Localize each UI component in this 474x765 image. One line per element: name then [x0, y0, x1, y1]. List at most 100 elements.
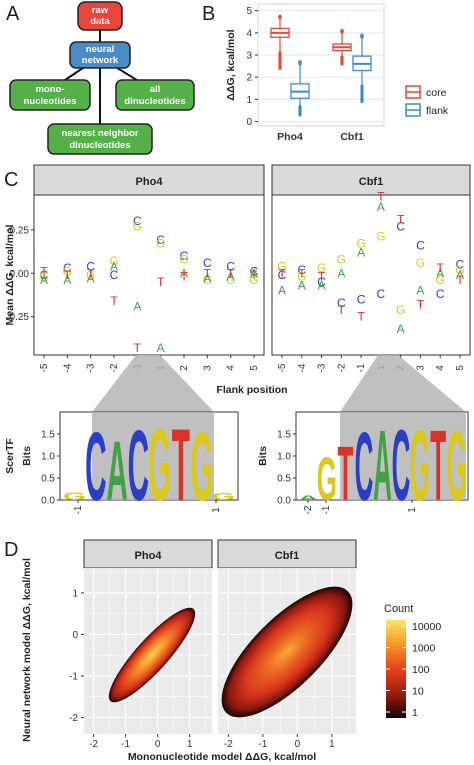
- base-point-A: A: [203, 271, 211, 285]
- logo-y-tick-label: 1.5: [41, 430, 55, 441]
- count-legend-title: Count: [384, 603, 413, 615]
- facet-strip-pho4: [33, 164, 265, 196]
- base-point-A: A: [397, 322, 405, 336]
- scatter-x-tick-label: -2: [109, 363, 120, 372]
- base-point-A: A: [180, 266, 188, 280]
- base-point-C: C: [416, 238, 425, 252]
- base-point-T: T: [227, 266, 235, 280]
- node-nearest-neighbor-label-2: dinucleotides: [69, 140, 130, 151]
- logo-letter-C: C: [392, 408, 411, 522]
- facet-strip-d-pho4-label: Pho4: [135, 550, 163, 562]
- base-point-T: T: [298, 266, 306, 280]
- base-point-C: C: [180, 249, 189, 263]
- heatmap-density-cbf1: [221, 586, 353, 718]
- base-point-T: T: [157, 275, 165, 289]
- base-point-G: G: [203, 273, 212, 287]
- scatter-x-tick-label: -2: [336, 363, 347, 372]
- heatmap-x-tick-label: 1: [329, 739, 335, 750]
- zoom-wedge-pho4: [92, 355, 214, 412]
- base-point-G: G: [179, 252, 188, 266]
- boxplot-y-tick-label: 4: [246, 28, 252, 39]
- scatter-x-tick-label: 2: [179, 365, 190, 371]
- logo-letter-G: G: [447, 411, 467, 522]
- boxplot-y-axis-label: ΔΔG, kcal/mol: [225, 29, 237, 100]
- heatmap-y-axis-label: Neural network model ΔΔG, kcal/mol: [21, 558, 33, 742]
- box-outlier: [298, 104, 302, 109]
- count-legend-label: 10000: [412, 621, 441, 633]
- scatter-y-tick-label: 0.25: [10, 312, 30, 323]
- count-legend-colorbar: [386, 620, 406, 718]
- base-point-C: C: [377, 287, 386, 301]
- heatmap-density-pho4: [108, 607, 196, 703]
- heatmap-x-tick-label: 0: [155, 739, 161, 750]
- base-point-G: G: [416, 256, 425, 270]
- scatter-y-tick-label: 0.00: [10, 269, 30, 280]
- scatter-x-tick-label: -4: [297, 363, 308, 372]
- box-outlier: [278, 51, 282, 55]
- base-point-C: C: [357, 292, 366, 306]
- base-point-G: G: [356, 237, 365, 251]
- base-point-C: C: [278, 268, 287, 282]
- box-outlier: [278, 14, 282, 18]
- scatter-x-tick-label: -4: [62, 363, 73, 372]
- base-point-G: G: [39, 270, 48, 284]
- logo-y-tick-label: 1.5: [277, 430, 291, 441]
- base-point-T: T: [40, 265, 48, 279]
- scatter-frame-cbf1: [271, 194, 471, 356]
- base-point-C: C: [203, 256, 212, 270]
- node-mononucleotides-label-2: nucleotides: [24, 96, 77, 107]
- base-point-A: A: [157, 341, 165, 355]
- count-legend-label: 1000: [412, 643, 436, 655]
- logo-letter-T: T: [172, 408, 190, 522]
- logo-letter-T: T: [337, 432, 353, 518]
- scatter-x-axis-label: Flank position: [216, 384, 287, 396]
- zoom-wedge-cbf1: [340, 355, 466, 412]
- panel-label-c: C: [4, 169, 18, 191]
- node-neural-network-label-2: network: [82, 55, 119, 66]
- base-point-C: C: [436, 287, 445, 301]
- scatter-x-tick-label: -5: [39, 363, 50, 372]
- heatmap-ticks: -2 -1 0 1 -2 -1 0 1 1 0 -1 -2: [69, 588, 335, 750]
- base-point-C: C: [456, 258, 465, 272]
- boxplot-x-tick-cbf1: Cbf1: [340, 131, 363, 143]
- node-all-dinucleotides-label-2: dinucleotides: [124, 96, 185, 107]
- heatmap-x-tick-label: -1: [258, 739, 267, 750]
- logo-highlight-pho4: [92, 412, 214, 500]
- box-outlier: [298, 60, 302, 64]
- base-point-G: G: [436, 273, 445, 287]
- heatmap-x-axis-label: Mononucleotide model ΔΔG, kcal/mol: [128, 751, 316, 763]
- logo-letter-G: G: [63, 490, 86, 503]
- node-raw-data: [77, 1, 123, 31]
- scatter-x-tick-label: -5: [277, 363, 288, 372]
- boxplot-legend: core flank: [405, 85, 449, 117]
- logo-highlight-cbf1: [340, 412, 466, 500]
- logo-letter-C: C: [85, 413, 106, 521]
- facet-strip-d-cbf1: [217, 539, 357, 569]
- logo-y-tick-label: 0.0: [41, 496, 55, 507]
- base-point-A: A: [337, 266, 345, 280]
- panel-a-diagram: raw data neural network mono- nucleotide…: [9, 1, 195, 155]
- scatter-y-tick-label: -0.25: [6, 225, 29, 236]
- base-point-G: G: [396, 303, 405, 317]
- legend-core-label: core: [426, 87, 447, 99]
- count-legend-ticks: 10000 1000 100 10 1: [386, 621, 441, 719]
- base-point-A: A: [250, 266, 258, 280]
- base-point-T: T: [134, 341, 142, 355]
- node-all-dinucleotides-label: all: [150, 84, 161, 95]
- facet-strip-cbf1-label: Cbf1: [359, 176, 383, 188]
- logo-letter-A: A: [299, 494, 318, 501]
- facet-strip-d-cbf1-label: Cbf1: [275, 550, 299, 562]
- logo-y-tick-label: 1.0: [277, 452, 291, 463]
- base-point-T: T: [338, 303, 346, 317]
- logo-y-tick-label: 0.0: [277, 496, 291, 507]
- logo-bits-label-cbf1: Bits: [257, 446, 269, 466]
- base-point-A: A: [318, 278, 326, 292]
- logo-letter-A: A: [373, 411, 392, 522]
- scatter-x-tick-label: 3: [415, 365, 426, 371]
- scatter-x-tick-label: -3: [317, 363, 328, 372]
- facet-strip-cbf1: [271, 164, 471, 196]
- logo-x-tick-label: -2: [303, 505, 314, 514]
- base-point-T: T: [250, 268, 258, 282]
- node-neural-network-label: neural: [86, 44, 115, 55]
